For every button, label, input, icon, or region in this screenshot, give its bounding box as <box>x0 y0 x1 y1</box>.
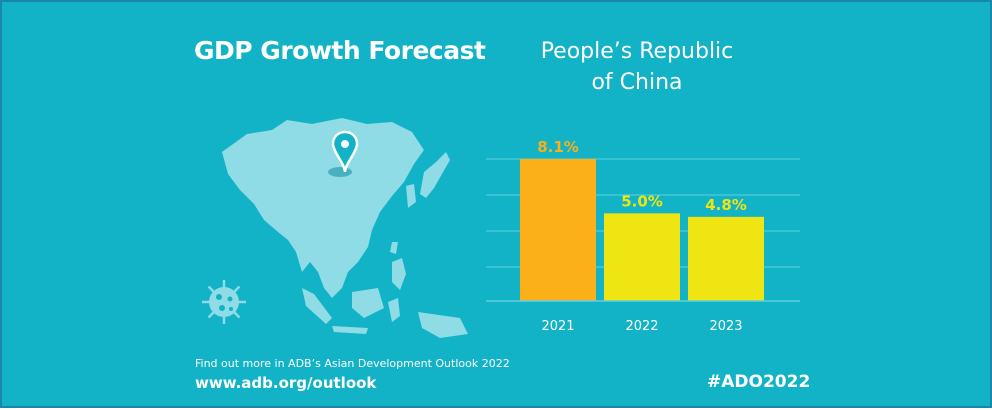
data-label-2021: 8.1% <box>537 138 579 156</box>
country-name-line-2: of China <box>591 70 683 95</box>
sulawesi-shape <box>388 298 400 322</box>
country-name-line-1: People’s Republic <box>540 39 734 64</box>
mainland-asia-shape <box>222 118 424 298</box>
tick-label-2022: 2022 <box>625 319 658 334</box>
hashtag: #ADO2022 <box>707 372 811 392</box>
bar-2023 <box>688 216 764 301</box>
country-name: People’s Republic of China <box>522 36 752 98</box>
new-guinea-shape <box>418 312 468 338</box>
tick-label-2023: 2023 <box>709 319 742 334</box>
bar-2022 <box>604 213 680 301</box>
chart-title: GDP Growth Forecast <box>194 36 486 65</box>
data-label-2023: 4.8% <box>705 196 747 214</box>
location-pin-icon <box>328 130 359 177</box>
philippines-shape <box>392 258 406 290</box>
virus-icon <box>202 280 246 324</box>
bar-2021 <box>520 159 596 301</box>
asia-map-icon <box>202 118 468 338</box>
japan-shape <box>420 152 450 198</box>
footer-url-link[interactable]: www.adb.org/outlook <box>195 374 377 392</box>
footer-note: Find out more in ADB’s Asian Development… <box>195 357 510 370</box>
data-label-2022: 5.0% <box>621 192 663 210</box>
sumatra-shape <box>302 288 332 324</box>
borneo-shape <box>352 288 384 318</box>
java-shape <box>332 326 368 334</box>
korea-shape <box>406 184 416 208</box>
taiwan-shape <box>390 242 398 254</box>
tick-label-2021: 2021 <box>541 319 574 334</box>
